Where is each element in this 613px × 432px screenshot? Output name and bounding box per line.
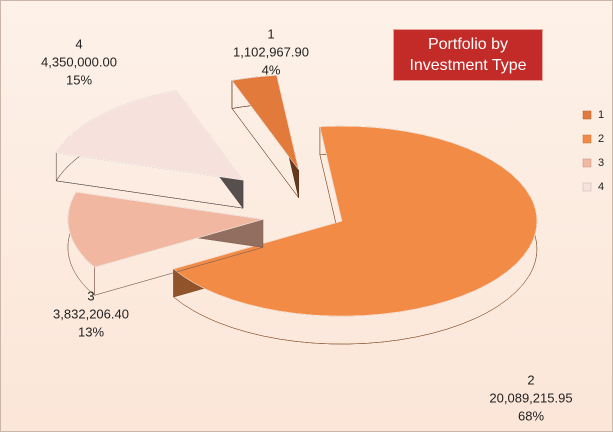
slice [67,191,263,268]
data-label-value: 4,350,000.00 [41,54,117,69]
data-label-value: 1,102,967.90 [233,44,309,59]
data-label-category: 2 [527,372,534,387]
legend-label: 3 [598,157,604,169]
legend-label: 4 [598,181,604,193]
data-label-percent: 15% [66,72,92,87]
slice [231,75,299,170]
data-label-percent: 13% [78,324,104,339]
legend-swatch [582,134,592,144]
chart-title: Portfolio by Investment Type [393,29,543,81]
data-label-percent: 68% [518,408,544,423]
legend-label: 1 [598,109,604,121]
slice [55,90,244,181]
slice [172,125,538,317]
legend-label: 2 [598,133,604,145]
data-label-percent: 4% [262,62,281,77]
data-label-category: 4 [75,36,82,51]
legend-swatch [582,110,592,120]
data-label-value: 3,832,206.40 [53,306,129,321]
legend-swatch [582,158,592,168]
data-label-category: 3 [87,288,94,303]
legend-swatch [582,182,592,192]
data-label-category: 1 [267,26,274,41]
data-label-value: 20,089,215.95 [489,390,572,405]
